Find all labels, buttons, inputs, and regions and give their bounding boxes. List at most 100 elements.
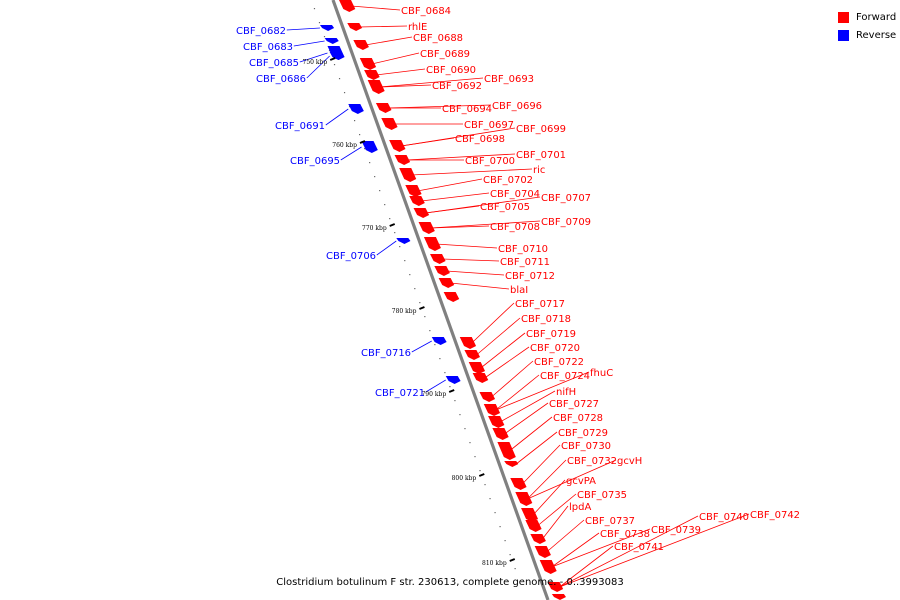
track-dot <box>318 22 321 24</box>
forward-gene-label: CBF_0696 <box>492 101 542 112</box>
forward-label-connector <box>495 374 540 411</box>
forward-gene-label: CBF_0732 <box>567 456 617 467</box>
track-dot <box>409 274 411 276</box>
forward-label-connector <box>350 5 401 11</box>
forward-label-connector <box>421 192 490 202</box>
forward-gene-label: CBF_0730 <box>561 441 611 452</box>
forward-gene-label: CBF_0722 <box>534 357 584 368</box>
forward-gene-label: CBF_0738 <box>600 529 650 540</box>
forward-gene-label: nifH <box>556 387 576 398</box>
forward-label-connector <box>504 402 549 435</box>
forward-gene-label: CBF_0711 <box>500 257 550 268</box>
forward-gene-label: gcvH <box>617 456 642 467</box>
forward-gene-arrow <box>364 70 380 80</box>
forward-gene-arrow <box>443 292 460 302</box>
legend-forward: Forward <box>838 8 896 26</box>
forward-label-connector <box>450 282 510 290</box>
reverse-label-connector <box>425 379 446 393</box>
scale-tick-label: 750 kbp <box>303 59 328 66</box>
reverse-gene-arrow <box>361 141 378 153</box>
scale-tick <box>329 57 336 61</box>
forward-gene-label: CBF_0692 <box>432 81 482 92</box>
forward-gene-label: CBF_0698 <box>455 134 505 145</box>
reverse-label-connector <box>325 108 349 126</box>
forward-gene-label: fhuC <box>590 368 613 379</box>
forward-gene-label: CBF_0741 <box>614 542 664 553</box>
forward-label-connector <box>542 505 569 540</box>
track-dot <box>394 232 396 234</box>
track-dot <box>333 64 336 66</box>
forward-gene-label: CBF_0735 <box>577 490 627 501</box>
forward-label-connector <box>359 25 408 28</box>
forward-label-connector <box>527 459 567 500</box>
forward-label-connector <box>435 243 498 249</box>
forward-gene-arrow <box>479 392 496 402</box>
forward-gene-label: CBF_0699 <box>516 124 566 135</box>
track-dot <box>404 260 406 262</box>
track-dot <box>389 218 391 220</box>
track-dot <box>444 372 446 374</box>
track-dot <box>489 498 491 500</box>
scale-tick <box>359 140 366 144</box>
forward-gene-arrow <box>472 373 489 383</box>
track-dot <box>399 246 401 248</box>
forward-gene-label: CBF_0689 <box>420 49 470 60</box>
forward-label-connector <box>417 178 483 192</box>
forward-gene-label: CBF_0705 <box>480 202 530 213</box>
reverse-gene-label: CBF_0706 <box>326 251 376 262</box>
forward-label-connector <box>480 332 526 369</box>
reverse-label-connector <box>411 340 432 353</box>
reverse-gene-label: CBF_0682 <box>236 26 286 37</box>
track-dot <box>338 78 341 80</box>
forward-label-connector <box>509 416 553 452</box>
forward-gene-label: CBF_0729 <box>558 428 608 439</box>
forward-gene-label: gcvPA <box>566 476 596 487</box>
forward-gene-label: blaI <box>510 285 528 296</box>
forward-gene-arrow <box>381 118 398 130</box>
track-dot <box>504 540 506 542</box>
reverse-label-connector <box>340 146 362 161</box>
forward-label-connector <box>491 360 534 398</box>
forward-gene-arrow <box>434 266 450 276</box>
reverse-gene-label: CBF_0695 <box>290 156 340 167</box>
scale-tick-label: 810 kbp <box>482 560 507 567</box>
forward-gene-arrow <box>459 337 477 349</box>
forward-gene-label: CBF_0718 <box>521 314 571 325</box>
track-dot <box>328 50 331 52</box>
forward-gene-arrow <box>438 278 455 288</box>
scale-tick-label: 760 kbp <box>332 142 357 149</box>
track-dot <box>514 568 516 570</box>
reverse-swatch <box>838 29 849 41</box>
reverse-label-connector <box>299 52 328 63</box>
scale-tick-label: 800 kbp <box>452 475 477 482</box>
forward-gene-arrow <box>394 155 411 165</box>
forward-gene-arrow <box>530 534 546 544</box>
reverse-gene-label: CBF_0716 <box>361 348 411 359</box>
forward-gene-arrow <box>525 520 542 532</box>
track-dot <box>509 554 511 556</box>
track-dot <box>343 92 346 94</box>
forward-gene-label: CBF_0709 <box>541 217 591 228</box>
reverse-gene-label: CBF_0683 <box>243 42 293 53</box>
forward-gene-arrow <box>551 594 566 600</box>
forward-gene-arrow <box>409 196 425 206</box>
forward-label-connector <box>559 545 614 588</box>
track-dot <box>424 316 426 318</box>
forward-gene-arrow <box>504 461 519 467</box>
forward-label-connector <box>527 459 617 500</box>
forward-gene-label: CBF_0702 <box>483 175 533 186</box>
forward-gene-arrow <box>399 168 417 182</box>
reverse-label-connector <box>306 55 330 79</box>
forward-gene-arrow <box>389 140 406 152</box>
legend-reverse-label: Reverse <box>856 29 897 41</box>
forward-gene-label: CBF_0688 <box>413 33 463 44</box>
track-dot <box>454 400 456 402</box>
track-dot <box>419 302 421 304</box>
reverse-gene-label: CBF_0691 <box>275 121 325 132</box>
reverse-gene-arrow <box>329 52 345 60</box>
scale-tick-label: 790 kbp <box>421 391 446 398</box>
forward-gene-label: CBF_0710 <box>498 244 548 255</box>
forward-label-connector <box>546 519 585 553</box>
